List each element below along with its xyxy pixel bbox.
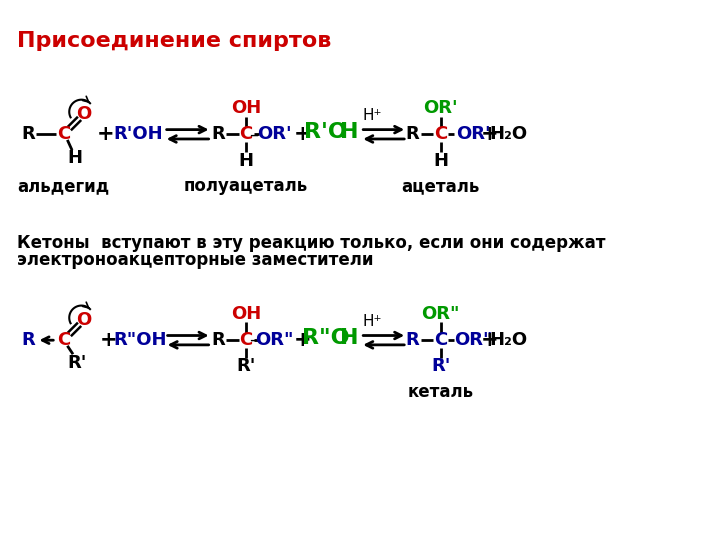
- Text: +: +: [481, 124, 498, 144]
- Text: +: +: [481, 330, 498, 350]
- Text: OR': OR': [257, 125, 292, 143]
- Text: H₂O: H₂O: [489, 331, 527, 349]
- Text: R: R: [21, 125, 35, 143]
- Text: R': R': [431, 357, 451, 375]
- Text: +: +: [100, 330, 117, 350]
- Text: полуацеталь: полуацеталь: [184, 177, 308, 195]
- Text: H: H: [340, 328, 359, 348]
- Text: H₂O: H₂O: [489, 125, 527, 143]
- Text: Присоединение спиртов: Присоединение спиртов: [17, 31, 331, 51]
- Text: OR": OR": [454, 331, 492, 349]
- Text: R: R: [211, 331, 225, 349]
- Text: R: R: [406, 331, 420, 349]
- Text: электроноакцепторные заместители: электроноакцепторные заместители: [17, 251, 374, 269]
- Text: OR': OR': [456, 125, 491, 143]
- Text: кеталь: кеталь: [408, 383, 474, 401]
- Text: R': R': [236, 357, 256, 375]
- Text: C: C: [57, 331, 71, 349]
- Text: альдегид: альдегид: [17, 177, 109, 195]
- Text: R'OH: R'OH: [114, 125, 163, 143]
- Text: ацеталь: ацеталь: [402, 177, 480, 195]
- Text: +: +: [294, 330, 311, 350]
- Text: +: +: [294, 124, 311, 144]
- Text: OH: OH: [231, 305, 261, 323]
- Text: R'O: R'O: [305, 123, 347, 143]
- Text: H: H: [340, 123, 359, 143]
- Text: H: H: [433, 152, 449, 170]
- Text: –: –: [249, 125, 258, 143]
- Text: R"O: R"O: [302, 328, 349, 348]
- Text: C: C: [240, 331, 253, 349]
- Text: R': R': [67, 354, 86, 372]
- Text: C: C: [57, 125, 71, 143]
- Text: R: R: [211, 125, 225, 143]
- Text: C: C: [240, 125, 253, 143]
- Text: OR": OR": [421, 305, 460, 323]
- Text: +: +: [97, 124, 114, 144]
- Text: O: O: [76, 310, 92, 329]
- Text: R"OH: R"OH: [114, 331, 167, 349]
- Text: H: H: [238, 152, 253, 170]
- Text: –: –: [249, 331, 258, 349]
- Text: O: O: [76, 105, 92, 123]
- Text: C: C: [434, 125, 447, 143]
- Text: H⁺: H⁺: [363, 108, 382, 123]
- Text: H: H: [68, 148, 82, 167]
- Text: R: R: [21, 331, 35, 349]
- Text: Кетоны  вступают в эту реакцию только, если они содержат: Кетоны вступают в эту реакцию только, ес…: [17, 234, 606, 252]
- Text: R: R: [406, 125, 420, 143]
- Text: OR': OR': [423, 99, 458, 117]
- Text: H⁺: H⁺: [363, 314, 382, 329]
- Text: OR": OR": [255, 331, 294, 349]
- Text: C: C: [434, 331, 447, 349]
- Text: OH: OH: [231, 99, 261, 117]
